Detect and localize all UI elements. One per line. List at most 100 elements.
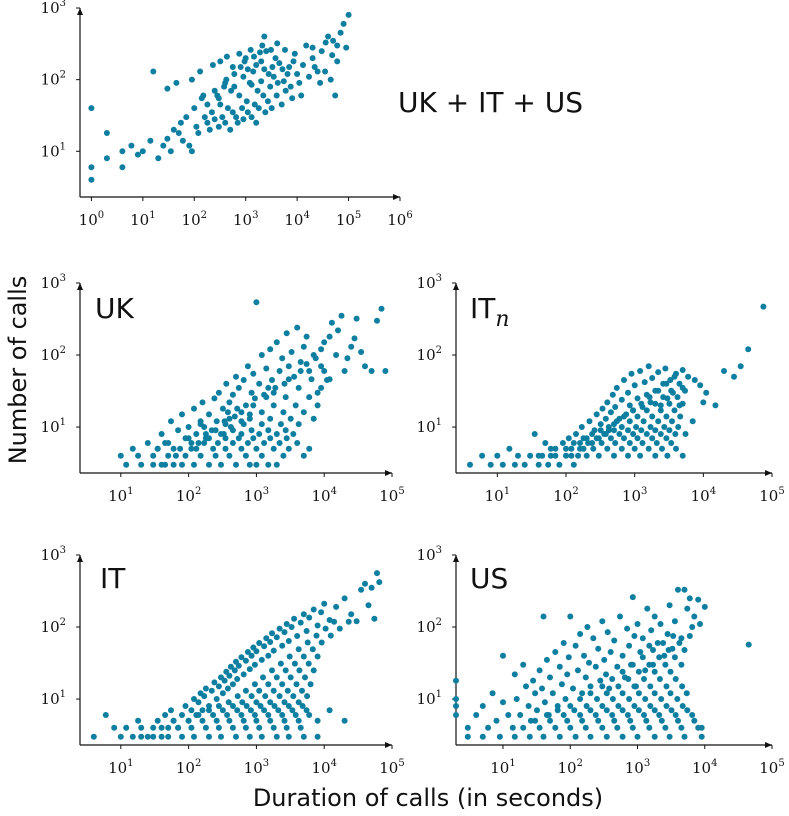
data-point [265, 712, 272, 718]
data-point [314, 733, 321, 740]
data-point [660, 640, 667, 646]
data-point [672, 712, 679, 718]
data-point [261, 66, 268, 73]
y-tick-label: 103 [417, 273, 442, 292]
data-point [224, 685, 231, 692]
data-point [258, 421, 265, 428]
data-point [333, 352, 340, 358]
data-point [193, 445, 200, 452]
data-point [609, 712, 616, 718]
data-point [218, 461, 224, 468]
data-point [238, 712, 245, 718]
data-point [647, 703, 654, 709]
y-tick-label: 102 [41, 617, 66, 636]
data-point [674, 394, 681, 401]
data-point [119, 164, 126, 171]
data-point [652, 452, 659, 459]
data-point [500, 699, 506, 706]
x-axis-arrow [393, 194, 400, 200]
panel-label: UK + IT + US [398, 86, 583, 119]
data-point [585, 440, 592, 446]
data-point [248, 693, 255, 700]
data-point [321, 368, 328, 374]
data-point [135, 452, 142, 459]
data-point [129, 733, 136, 740]
data-point [328, 319, 335, 326]
y-tick-label: 103 [41, 273, 66, 292]
data-point [88, 164, 95, 171]
data-point [269, 667, 275, 674]
data-point [662, 724, 669, 731]
data-point [525, 703, 532, 709]
data-point [667, 668, 674, 675]
data-point [334, 42, 341, 49]
data-point [318, 346, 325, 353]
data-point [303, 361, 310, 367]
data-point [656, 676, 663, 682]
data-point [208, 687, 215, 694]
data-point [642, 696, 649, 702]
data-point [260, 92, 267, 99]
x-tick-label: 104 [691, 486, 716, 505]
data-point [560, 712, 567, 718]
data-point [147, 137, 154, 144]
data-point [288, 349, 295, 355]
data-point [267, 717, 274, 724]
data-point [661, 424, 668, 430]
data-point [297, 359, 304, 365]
data-point [298, 92, 305, 99]
x-tick-label: 101 [485, 486, 510, 505]
data-point [604, 399, 611, 406]
data-point [318, 609, 325, 616]
data-point [154, 445, 161, 452]
data-point [663, 683, 670, 690]
data-point [238, 445, 245, 452]
data-point [545, 461, 552, 468]
data-point [534, 707, 540, 714]
data-point [226, 452, 233, 459]
data-point [639, 654, 646, 661]
data-point [584, 624, 591, 630]
data-point [637, 649, 644, 655]
data-point [261, 440, 268, 446]
data-point [103, 155, 110, 162]
data-point [358, 586, 365, 593]
data-point [193, 123, 200, 130]
data-point [641, 676, 647, 682]
data-point [267, 435, 274, 442]
data-point [321, 600, 328, 607]
data-point [624, 712, 631, 718]
data-point [210, 712, 217, 718]
scatter-panel-0: 100 101 102 103 104 105 106 101 102 103 UK + IT + … [41, 0, 583, 229]
data-point [264, 98, 271, 105]
data-point [613, 418, 620, 425]
data-point [564, 717, 571, 724]
data-point [290, 693, 297, 700]
data-point [635, 668, 642, 675]
y-tick-label: 101 [41, 141, 66, 160]
data-point [676, 640, 683, 646]
y-tick-label: 102 [417, 617, 442, 636]
data-point [294, 324, 301, 331]
data-point [282, 394, 289, 401]
data-point [275, 707, 282, 714]
data-point [639, 635, 646, 642]
data-point [721, 368, 727, 374]
data-point [201, 114, 208, 121]
data-point [657, 621, 664, 627]
data-point [649, 375, 656, 381]
data-point [111, 724, 118, 731]
data-point [273, 339, 280, 346]
data-point [236, 50, 243, 57]
data-point [154, 717, 161, 724]
data-point [658, 696, 665, 702]
data-point [248, 427, 255, 434]
data-point [300, 611, 307, 618]
data-point [664, 452, 671, 459]
data-point [653, 440, 660, 446]
data-point [612, 404, 619, 410]
data-point [666, 400, 673, 407]
data-point [251, 395, 258, 402]
data-point [651, 668, 658, 675]
data-point [199, 707, 206, 714]
